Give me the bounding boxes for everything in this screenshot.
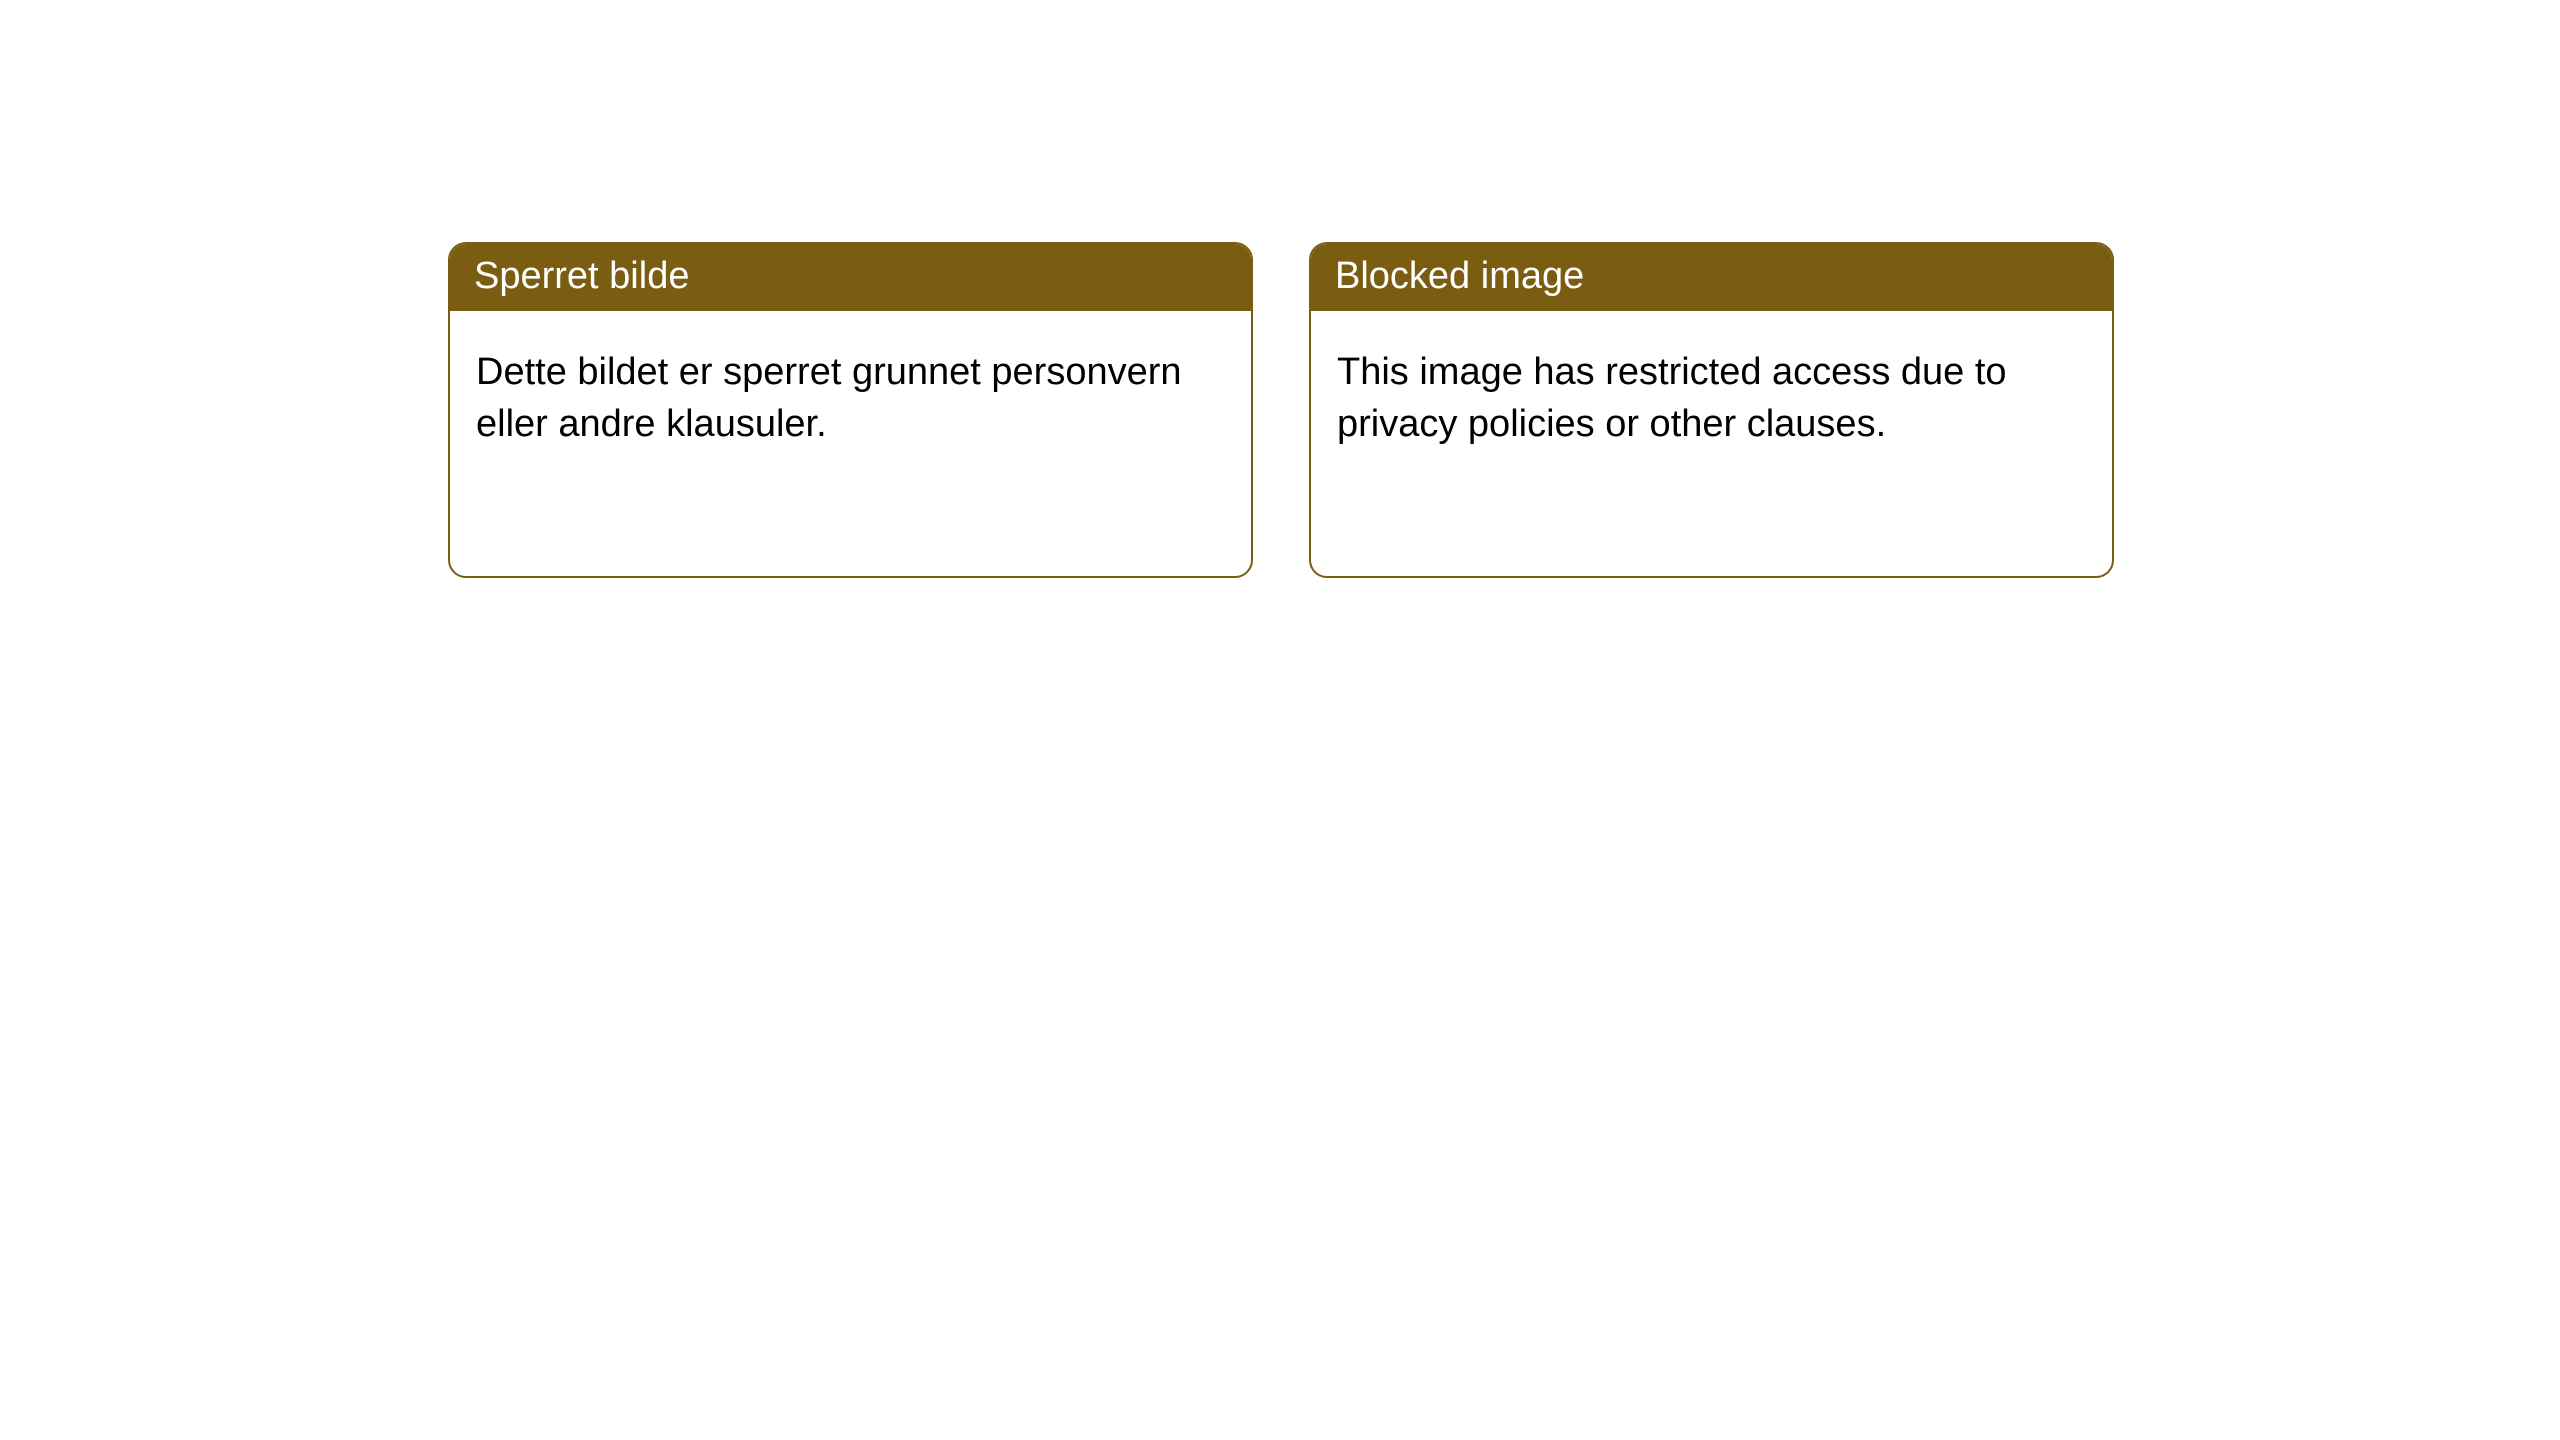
card-body: This image has restricted access due to …: [1311, 311, 2112, 576]
notice-container: Sperret bilde Dette bildet er sperret gr…: [0, 0, 2560, 578]
card-header: Blocked image: [1311, 244, 2112, 311]
card-body: Dette bildet er sperret grunnet personve…: [450, 311, 1251, 576]
card-title: Blocked image: [1335, 255, 1584, 297]
card-header: Sperret bilde: [450, 244, 1251, 311]
card-title: Sperret bilde: [474, 255, 689, 297]
notice-card-norwegian: Sperret bilde Dette bildet er sperret gr…: [448, 242, 1253, 578]
card-body-text: This image has restricted access due to …: [1337, 351, 2007, 444]
card-body-text: Dette bildet er sperret grunnet personve…: [476, 351, 1182, 444]
notice-card-english: Blocked image This image has restricted …: [1309, 242, 2114, 578]
